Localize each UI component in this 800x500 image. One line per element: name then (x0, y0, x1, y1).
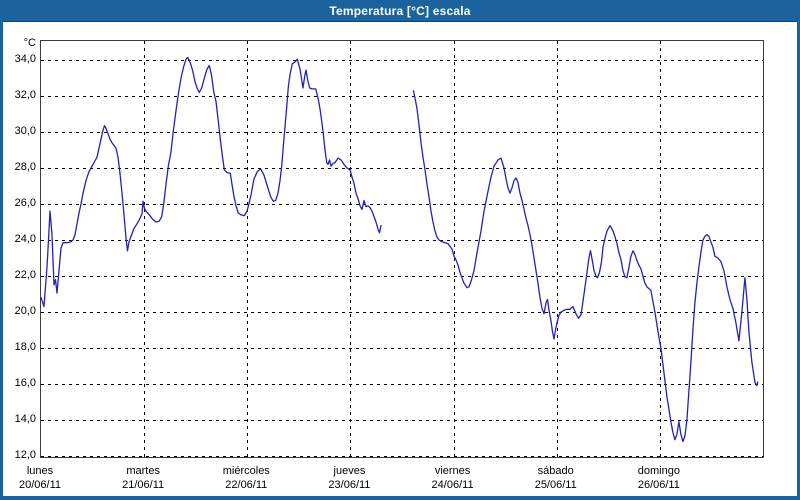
day-name: martes (126, 465, 160, 477)
window-titlebar: Temperatura [°C] escala (0, 0, 800, 22)
y-tick-label: 22,0 (14, 268, 36, 281)
y-tick-label: 28,0 (14, 161, 36, 174)
temperature-series-segment (41, 56, 382, 308)
day-date: 20/06/11 (18, 479, 62, 491)
temperature-series-segment (412, 90, 759, 443)
x-day-label: viernes 24/06/11 (432, 464, 474, 492)
plot-area (40, 40, 764, 458)
window-title: Temperatura [°C] escala (329, 3, 471, 18)
temperature-line-chart (41, 41, 763, 457)
day-date: 22/06/11 (225, 479, 268, 491)
day-name: miércoles (222, 465, 270, 477)
y-tick-label: 12,0 (14, 448, 36, 461)
y-tick-label: 16,0 (14, 376, 36, 389)
y-axis-unit-label: °C (23, 37, 36, 49)
day-name: viernes (434, 465, 471, 477)
day-name: lunes (26, 465, 54, 477)
day-date: 24/06/11 (431, 479, 474, 491)
window-border-left (0, 0, 3, 500)
y-tick-label: 20,0 (14, 304, 36, 317)
x-day-label: miércoles 22/06/11 (223, 464, 270, 492)
window-border-bottom (0, 496, 800, 500)
y-tick-label: 30,0 (14, 125, 36, 138)
y-tick-label: 24,0 (14, 233, 36, 245)
y-tick-label: 34,0 (14, 53, 36, 66)
day-name: sábado (537, 465, 574, 477)
y-tick-label: 14,0 (14, 412, 36, 425)
day-name: domingo (637, 465, 680, 477)
day-date: 23/06/11 (328, 479, 371, 491)
day-date: 25/06/11 (534, 479, 577, 491)
x-day-label: lunes 20/06/11 (19, 464, 61, 492)
day-name: jueves (333, 465, 366, 477)
x-day-label: jueves 23/06/11 (328, 464, 370, 492)
day-date: 26/06/11 (637, 479, 680, 491)
day-date: 21/06/11 (122, 479, 165, 491)
y-tick-label: 26,0 (14, 197, 36, 210)
y-tick-label: 18,0 (14, 340, 36, 353)
x-day-label: sábado 25/06/11 (535, 464, 577, 492)
x-day-label: martes 21/06/11 (122, 464, 164, 492)
x-day-label: domingo 26/06/11 (638, 464, 680, 492)
y-tick-label: 32,0 (14, 89, 36, 102)
window-border-right (797, 0, 800, 500)
